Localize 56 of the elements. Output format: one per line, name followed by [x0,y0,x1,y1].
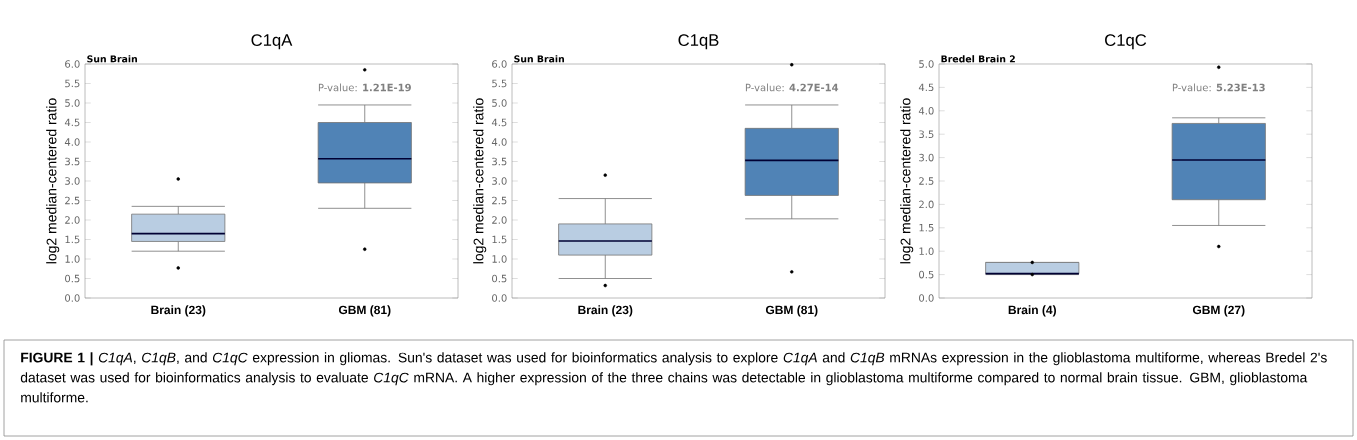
y-tick-label: 2.0 [919,200,934,209]
y-tick-label: 3.0 [492,177,507,185]
chart-subtitle: Sun Brain [514,55,564,63]
y-tick-label: 1.0 [919,247,934,255]
y-tick-label: 1.5 [65,235,80,244]
y-tick-label: 0.5 [492,274,507,283]
y-tick-label: 1.5 [492,235,507,244]
y-tick-label: 0.0 [65,294,80,302]
y-tick-label: 2.5 [492,196,507,205]
y-tick-label: 4.0 [64,138,80,146]
y-tick-label: 3.5 [492,157,507,166]
y-tick-label: 2.5 [65,196,80,205]
y-tick-label: 3.5 [65,157,80,166]
x-tick-label: Brain (23) [578,305,633,317]
y-tick-label: 1.0 [492,255,507,263]
y-tick-label: 5.5 [65,79,80,88]
y-axis-title: log2 median-centered ratio [900,98,914,264]
annotation: P-value: 5.23E-13 [1172,83,1265,92]
y-tick-label: 5.0 [492,99,507,107]
y-tick-label: 1.0 [65,255,80,263]
x-tick-label: Brain (4) [1008,305,1056,317]
x-tick-label: GBM (81) [765,305,818,317]
y-tick-label: 6.0 [65,60,80,68]
y-tick-label: 4.5 [918,83,934,92]
y-tick-label: 5.5 [492,79,507,88]
y-tick-label: 2.0 [65,216,80,224]
y-tick-label: 3.5 [919,130,934,138]
y-tick-label: 5.0 [919,60,934,68]
y-tick-label: 2.0 [492,216,507,224]
y-tick-label: 4.5 [64,118,80,127]
x-tick-label: GBM (27) [1192,305,1245,317]
text: FIGURE 1 | C1qA, C1qB, and C1qC expression in gliomas. Sun's dataset was used for bioinformatics analysis to explore C1qA and C1qB mRNAs expression in the glioblastoma multiforme, whereas Bredel 2's dataset was used for bioinformatics analysis to evaluate C1qC mRNA. A higher expression of the three chains was detectable in glioblastoma multiforme compared to normal brain tissue. GBM, glioblastoma multiforme. [20,352,1327,403]
y-tick-label: 0.5 [919,270,934,279]
y-tick-label: 3.0 [919,153,934,162]
chart-title: C1qC [1105,34,1147,50]
y-tick-label: 4.0 [918,107,934,115]
y-tick-label: 4.5 [491,118,507,127]
chart-title: C1qA [251,34,293,50]
y-tick-label: 3.0 [65,177,80,185]
y-tick-label: 0.5 [65,274,80,283]
y-tick-label: 4.0 [491,138,507,146]
y-axis-title: log2 median-centered ratio [46,98,60,264]
y-tick-label: 6.0 [492,60,507,68]
y-tick-label: 1.5 [919,224,934,232]
y-tick-label: 0.0 [492,294,507,302]
y-tick-label: 5.0 [65,99,80,107]
chart-title: C1qB [678,34,719,50]
x-tick-label: GBM (81) [338,305,391,317]
chart-subtitle: Sun Brain [87,55,137,63]
annotation: P-value: 4.27E-14 [745,83,839,92]
y-tick-label: 0.0 [919,294,934,302]
x-tick-label: Brain (23) [151,305,206,317]
y-tick-label: 2.5 [919,177,934,185]
y-axis-title: log2 median-centered ratio [473,98,487,264]
chart-subtitle: Bredel Brain 2 [941,55,1015,63]
annotation: P-value: 1.21E-19 [318,83,411,92]
